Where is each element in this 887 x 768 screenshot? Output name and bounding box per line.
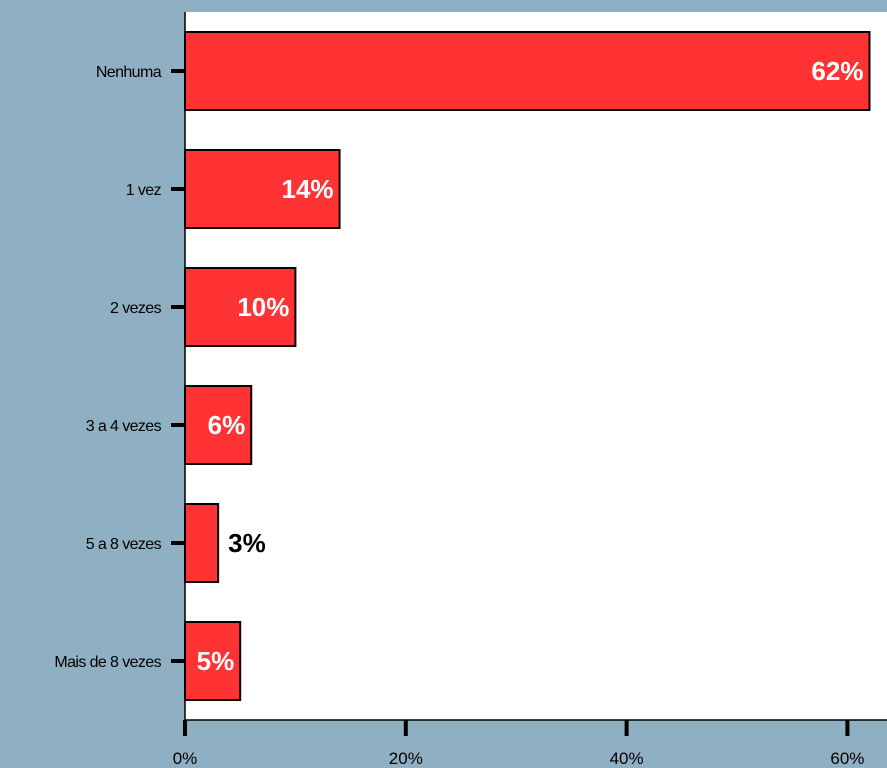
bar: [184, 385, 253, 465]
category-label: Nenhuma: [96, 64, 162, 81]
x-tick-label: 60%: [830, 749, 864, 768]
category-label: 3 a 4 vezes: [86, 418, 162, 435]
bar: [184, 31, 871, 111]
category-label: 2 vezes: [110, 300, 162, 317]
category-label: 1 vez: [126, 182, 162, 199]
data-label: 10%: [237, 292, 289, 322]
bar: [184, 621, 242, 701]
data-label: 3%: [228, 528, 266, 558]
data-label: 5%: [197, 646, 235, 676]
bar: [184, 503, 220, 583]
x-tick-label: 20%: [389, 749, 423, 768]
bars-group: 62% 14% 10% 6% 3% 5%: [184, 31, 871, 701]
x-axis: 0% 20% 40% 60%: [173, 719, 887, 768]
data-label: 6%: [208, 410, 246, 440]
category-label: Mais de 8 vezes: [54, 654, 161, 671]
plot-area: [185, 12, 887, 720]
x-tick-label: 0%: [173, 749, 198, 768]
bar: [184, 267, 297, 347]
bar: [184, 149, 341, 229]
data-label: 62%: [811, 56, 863, 86]
data-label: 14%: [282, 174, 334, 204]
y-axis: Nenhuma 1 vez 2 vezes 3 a 4 vezes 5 a 8 veze…: [54, 12, 186, 720]
x-tick-label: 40%: [610, 749, 644, 768]
category-label: 5 a 8 vezes: [86, 536, 162, 553]
